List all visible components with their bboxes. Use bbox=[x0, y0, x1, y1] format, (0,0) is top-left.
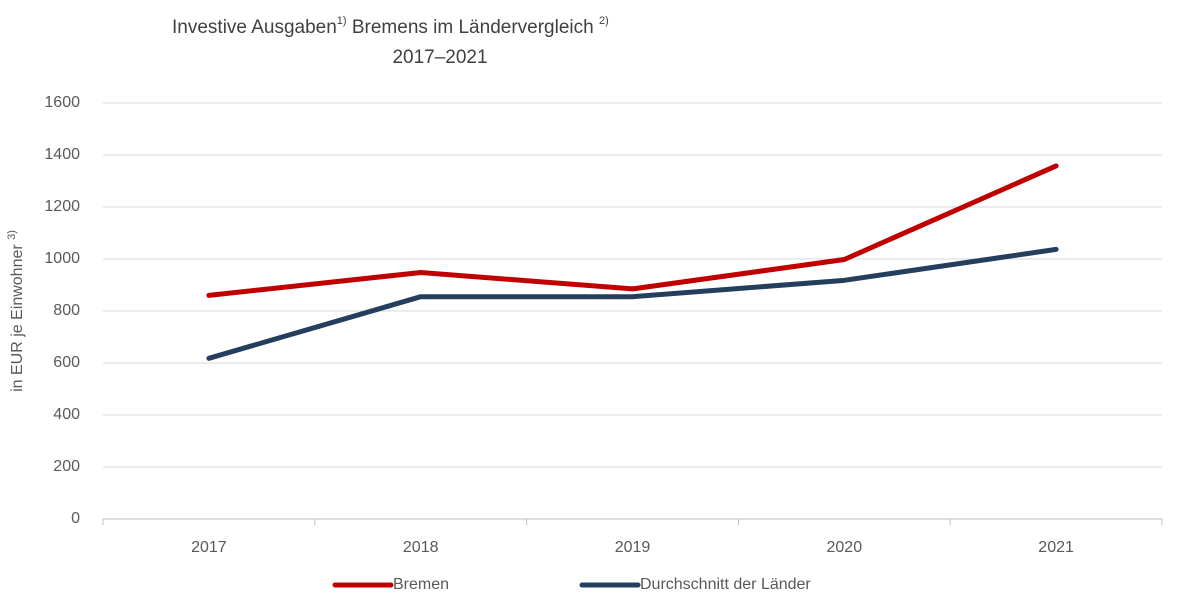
y-tick-label: 600 bbox=[53, 354, 80, 371]
title-text: Bremens im Ländervergleich bbox=[347, 17, 599, 38]
chart-title: Investive Ausgaben1) Bremens im Länderve… bbox=[172, 15, 609, 38]
x-tick-label: 2020 bbox=[827, 539, 863, 556]
legend-label: Bremen bbox=[393, 576, 449, 593]
y-tick-label: 400 bbox=[53, 406, 80, 423]
y-tick-label: 200 bbox=[53, 458, 80, 475]
y-tick-label: 1600 bbox=[44, 94, 80, 111]
x-tick-label: 2019 bbox=[615, 539, 651, 556]
y-label-footnote: 3) bbox=[6, 230, 18, 240]
y-tick-label: 1000 bbox=[44, 250, 80, 267]
y-tick-label: 0 bbox=[71, 510, 80, 527]
title-text: Investive Ausgaben bbox=[172, 17, 337, 38]
x-tick-label: 2018 bbox=[403, 539, 439, 556]
y-tick-label: 1400 bbox=[44, 146, 80, 163]
y-tick-label: 800 bbox=[53, 302, 80, 319]
title-footnote: 1) bbox=[337, 15, 347, 27]
y-tick-label: 1200 bbox=[44, 198, 80, 215]
x-tick-label: 2021 bbox=[1038, 539, 1074, 556]
data-line bbox=[206, 163, 1059, 298]
y-axis-label: in EUR je Einwohner 3) bbox=[6, 230, 26, 392]
data-line bbox=[206, 246, 1059, 361]
title-footnote: 2) bbox=[599, 15, 609, 27]
legend-label: Durchschnitt der Länder bbox=[640, 576, 811, 593]
chart-subtitle: 2017–2021 bbox=[392, 47, 487, 68]
y-label-text: in EUR je Einwohner bbox=[9, 240, 26, 392]
x-tick-label: 2017 bbox=[191, 539, 227, 556]
